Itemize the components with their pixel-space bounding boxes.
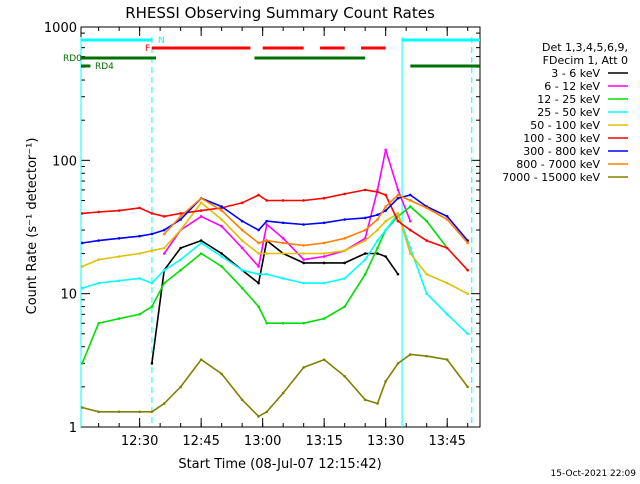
x-tick-label: 13:00: [244, 434, 281, 449]
legend-label: 25 - 50 keV: [537, 106, 600, 119]
y-tick-label: 1000: [44, 21, 77, 36]
x-tick-label: 12:30: [121, 434, 158, 449]
legend-label: 12 - 25 keV: [537, 93, 600, 106]
legend-header: Det 1,3,4,5,6,9,: [542, 41, 628, 54]
legend-header: FDecim 1, Att 0: [543, 54, 628, 67]
series-group: [80, 193, 469, 245]
x-tick-label: 12:45: [182, 434, 219, 449]
y-axis-label: Count Rate (s⁻¹ detector⁻¹): [25, 138, 40, 315]
footer-timestamp: 15-Oct-2021 22:09: [551, 469, 637, 479]
flag-label: RD4: [95, 62, 114, 72]
legend-label: 6 - 12 keV: [544, 80, 600, 93]
x-axis-label: Start Time (08-Jul-07 12:15:42): [178, 457, 381, 472]
series-group: [80, 201, 469, 295]
series-line: [81, 353, 469, 418]
series-group: [162, 193, 469, 247]
series-group: [150, 239, 400, 365]
legend-label: 800 - 7000 keV: [516, 158, 600, 171]
series-line: [151, 239, 399, 364]
series-group: [80, 205, 449, 365]
series-line: [82, 189, 469, 271]
chart-title: RHESSI Observing Summary Count Rates: [125, 4, 435, 22]
y-tick-label: 100: [52, 154, 77, 169]
series-line: [163, 149, 412, 269]
plot-frame: [80, 26, 481, 428]
legend-label: 3 - 6 keV: [551, 67, 600, 80]
series-line: [81, 205, 448, 364]
legend-label: 7000 - 15000 keV: [502, 171, 600, 184]
legend-label: 50 - 100 keV: [530, 119, 600, 132]
x-tick-label: 13:45: [428, 434, 465, 449]
legend: Det 1,3,4,5,6,9,FDecim 1, Att 03 - 6 keV…: [502, 41, 628, 184]
x-tick-label: 13:15: [305, 434, 342, 449]
y-tick-label: 10: [60, 288, 77, 303]
y-tick-label: 1: [69, 421, 77, 436]
flag-label: N: [158, 36, 165, 46]
flag-label: RD0: [63, 54, 82, 64]
series-line: [82, 194, 469, 244]
series-line: [81, 201, 469, 295]
series-group: [80, 188, 469, 272]
legend-label: 300 - 800 keV: [523, 145, 600, 158]
series-line: [163, 194, 469, 247]
legend-label: 100 - 300 keV: [523, 132, 600, 145]
x-tick-label: 13:30: [367, 434, 404, 449]
series-group: [80, 353, 469, 418]
flag-label: F: [145, 44, 150, 54]
plot-area: 1 10 100 1000 12:30 12:45 13:00 13:15 13:30 13:45…: [44, 21, 481, 449]
series-group: [162, 148, 412, 269]
